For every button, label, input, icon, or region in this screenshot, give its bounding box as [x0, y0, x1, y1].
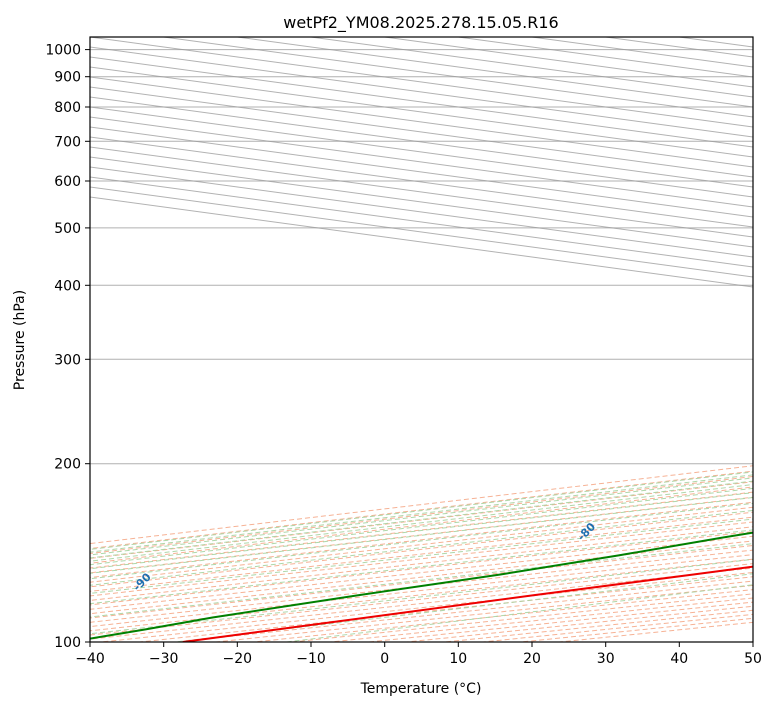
- x-tick-label: 20: [523, 651, 541, 667]
- y-tick-label: 1000: [45, 43, 81, 59]
- isotherm-line: [90, 56, 753, 148]
- chart-title: wetPf2_YM08.2025.278.15.05.R16: [283, 13, 558, 33]
- y-tick-label: 200: [54, 457, 81, 473]
- x-tick-label: −30: [149, 651, 179, 667]
- y-tick-label: 400: [54, 278, 81, 294]
- y-tick-label: 600: [54, 174, 81, 190]
- y-tick-label: 900: [54, 70, 81, 86]
- isotherm-line: [90, 96, 753, 188]
- isotherm-line: [90, 106, 753, 198]
- isotherm-line: [90, 76, 753, 168]
- y-tick-label: 100: [54, 635, 81, 651]
- isotherm-line: [90, 136, 753, 228]
- pressure-gridlines: [90, 49, 753, 642]
- x-tick-label: 30: [597, 651, 615, 667]
- x-tick-label: 40: [670, 651, 688, 667]
- y-axis-label: Pressure (hPa): [12, 290, 28, 390]
- y-tick-label: 500: [54, 221, 81, 237]
- x-tick-label: 50: [744, 651, 762, 667]
- x-tick-label: 0: [380, 651, 389, 667]
- x-axis-label: Temperature (°C): [360, 681, 482, 697]
- isotherm-line: [90, 66, 753, 158]
- isotherm-line: [90, 126, 753, 218]
- isotherm-line: [90, 116, 753, 208]
- x-tick-label: −10: [296, 651, 326, 667]
- x-tick-label: 10: [449, 651, 467, 667]
- y-tick-label: 800: [54, 100, 81, 116]
- isotherms: [90, 37, 753, 288]
- x-tick-label: −40: [75, 651, 105, 667]
- y-axis-ticks: 100 200 300 400 500 600 700 800 900 1000: [45, 43, 90, 651]
- x-tick-label: −20: [223, 651, 253, 667]
- x-axis-ticks: −40 −30 −20 −10 0 10 20 30 40 50: [75, 642, 762, 667]
- isotherm-line: [90, 86, 753, 178]
- y-tick-label: 300: [54, 352, 81, 368]
- y-tick-label: 700: [54, 134, 81, 150]
- plot-frame: [89, 36, 754, 643]
